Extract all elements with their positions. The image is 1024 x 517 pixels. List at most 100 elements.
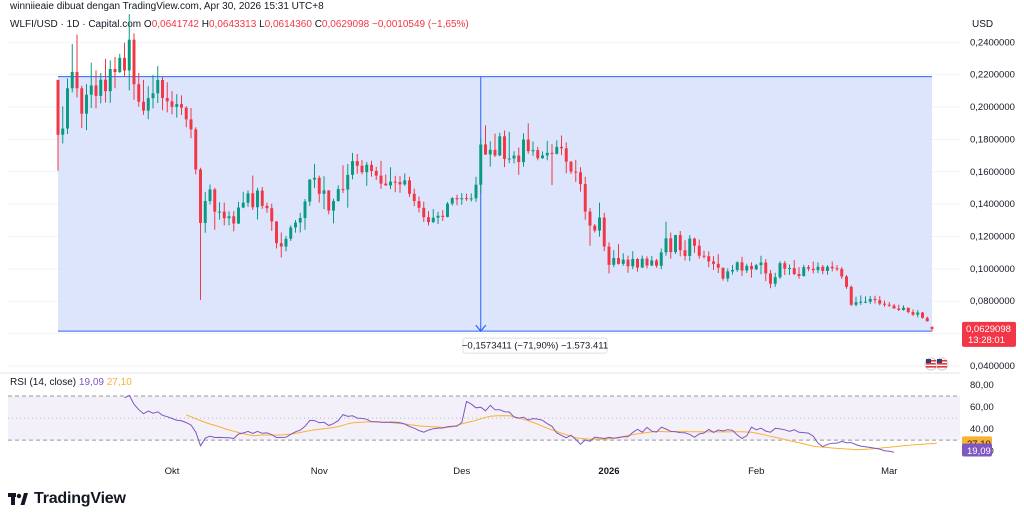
measure-tag[interactable]: −0,1573411 (−71,90%) −1.573.411 — [462, 337, 608, 354]
candle-body — [203, 201, 207, 223]
candle-body — [731, 269, 734, 272]
candle-body — [783, 263, 787, 269]
candle — [664, 221, 668, 256]
candle — [735, 261, 739, 272]
candle — [417, 196, 421, 213]
candle — [498, 132, 502, 157]
candle — [279, 232, 283, 258]
candle-body — [384, 183, 388, 186]
candle — [493, 133, 497, 158]
candle — [811, 261, 815, 274]
candle-body — [498, 136, 502, 156]
candle-body — [123, 57, 126, 71]
candle-body — [61, 128, 65, 135]
symbol-legend[interactable]: WLFI/USD · 1D · Capital.com O0,0641742 H… — [10, 19, 469, 30]
candle — [484, 125, 487, 155]
candles-group — [56, 14, 934, 332]
tradingview-logo[interactable]: TradingView — [8, 490, 126, 508]
rsi-title[interactable]: RSI (14, close) — [10, 377, 77, 388]
candle — [70, 44, 74, 93]
candle — [313, 163, 316, 189]
candle — [916, 310, 920, 318]
candle-body — [313, 177, 316, 180]
rsi-value-tag[interactable]: 19,09 — [962, 443, 992, 458]
candle-body — [759, 262, 763, 266]
candle-body — [902, 307, 905, 310]
event-flags[interactable] — [924, 357, 949, 371]
candle — [797, 267, 801, 279]
candle-body — [137, 84, 141, 102]
candle — [275, 221, 278, 249]
symbol-name[interactable]: WLFI/USD · 1D · Capital.com — [10, 19, 142, 30]
candle-body — [132, 39, 136, 85]
candle-body — [512, 155, 516, 159]
candle — [270, 203, 274, 231]
candle — [821, 264, 825, 275]
rsi-value-tag-box — [962, 443, 992, 457]
candle — [854, 296, 858, 307]
candle — [507, 131, 511, 164]
candle — [237, 201, 240, 225]
candle-body — [246, 193, 250, 203]
candle-body — [683, 250, 687, 256]
change-value: −0,0010549 (−1,65%) — [371, 19, 469, 30]
range-measure-box[interactable] — [58, 76, 932, 332]
candle — [754, 263, 758, 271]
candle — [265, 202, 269, 213]
candle-body — [631, 258, 635, 267]
candle — [612, 250, 616, 268]
candle — [474, 176, 478, 202]
candle — [370, 160, 373, 177]
candle-body — [826, 266, 829, 271]
candle — [678, 230, 682, 257]
candle-body — [669, 238, 673, 253]
candle — [127, 14, 131, 91]
candle-body — [621, 259, 625, 264]
candle — [802, 264, 806, 277]
candle-body — [545, 152, 549, 156]
candle-body — [346, 174, 350, 190]
candle-body — [142, 101, 145, 111]
candle — [674, 234, 677, 254]
last-price-tag[interactable]: 0,0629098 13:28:01 — [962, 321, 1016, 347]
candle — [450, 197, 454, 206]
candle-body — [474, 184, 478, 199]
currency-label[interactable]: USD — [972, 19, 994, 30]
candle — [750, 262, 753, 278]
candle — [531, 141, 535, 156]
us-flag-icon[interactable] — [935, 357, 949, 371]
candle-body — [916, 312, 920, 315]
candle-body — [583, 184, 587, 212]
us-flag-icon[interactable] — [924, 357, 938, 371]
candle-body — [70, 71, 74, 89]
candle — [422, 201, 426, 222]
candle-body — [845, 276, 848, 287]
candle-body — [80, 88, 84, 114]
candle-body — [925, 317, 929, 322]
candle — [232, 211, 236, 232]
candle-body — [484, 144, 487, 155]
candle-body — [887, 304, 891, 306]
price-tick-label: 0,1000000 — [970, 264, 1015, 275]
countdown-value: 13:28:01 — [968, 335, 1005, 346]
candle — [892, 303, 896, 309]
candle — [835, 265, 839, 271]
candle-body — [460, 198, 464, 200]
candle-body — [835, 268, 839, 270]
candle-body — [735, 262, 739, 270]
rsi-line — [124, 394, 895, 453]
candle-body — [707, 256, 711, 262]
candle — [260, 186, 264, 209]
candle — [412, 188, 416, 207]
candle-body — [308, 179, 312, 202]
high-value: 0,0643313 — [209, 19, 257, 30]
candle-body — [664, 238, 668, 253]
rsi-legend[interactable]: RSI (14, close) 19,09 27,10 — [10, 377, 132, 388]
candle-body — [830, 266, 834, 269]
candle-body — [194, 129, 198, 170]
candle — [398, 176, 402, 193]
candle — [621, 253, 625, 266]
time-axis: OktNovDes2026FebMarAprMei — [165, 466, 898, 477]
candle-body — [56, 79, 60, 135]
